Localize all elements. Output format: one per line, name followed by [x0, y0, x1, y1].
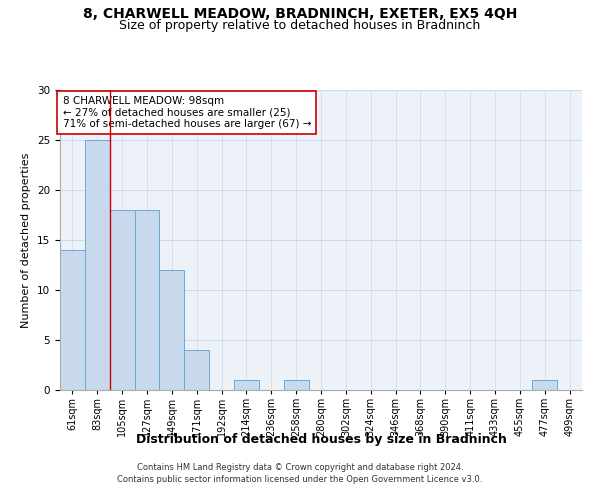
Bar — [284, 380, 308, 390]
Text: Distribution of detached houses by size in Bradninch: Distribution of detached houses by size … — [136, 432, 506, 446]
Bar — [160, 270, 184, 390]
Text: 8 CHARWELL MEADOW: 98sqm
← 27% of detached houses are smaller (25)
71% of semi-d: 8 CHARWELL MEADOW: 98sqm ← 27% of detach… — [62, 96, 311, 129]
Bar — [532, 380, 557, 390]
Bar — [85, 140, 110, 390]
Bar — [234, 380, 259, 390]
Bar — [110, 210, 134, 390]
Bar — [60, 250, 85, 390]
Text: Contains public sector information licensed under the Open Government Licence v3: Contains public sector information licen… — [118, 474, 482, 484]
Y-axis label: Number of detached properties: Number of detached properties — [22, 152, 31, 328]
Text: 8, CHARWELL MEADOW, BRADNINCH, EXETER, EX5 4QH: 8, CHARWELL MEADOW, BRADNINCH, EXETER, E… — [83, 8, 517, 22]
Text: Size of property relative to detached houses in Bradninch: Size of property relative to detached ho… — [119, 19, 481, 32]
Bar — [184, 350, 209, 390]
Bar — [134, 210, 160, 390]
Text: Contains HM Land Registry data © Crown copyright and database right 2024.: Contains HM Land Registry data © Crown c… — [137, 464, 463, 472]
